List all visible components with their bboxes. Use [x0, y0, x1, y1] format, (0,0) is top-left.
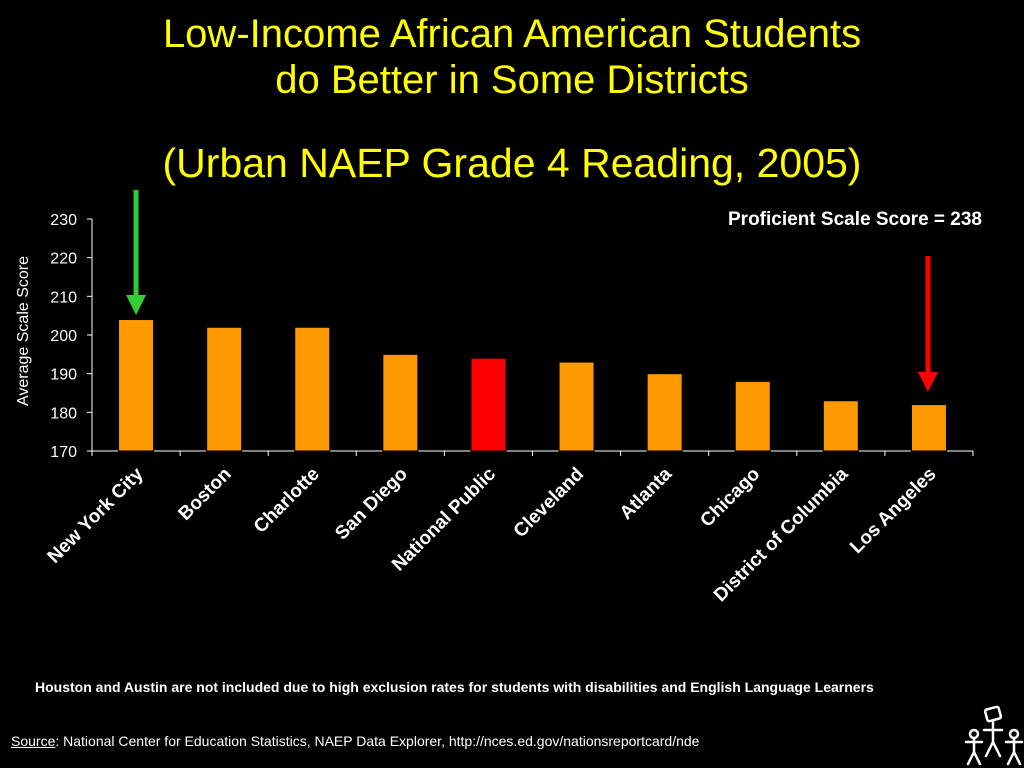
source-line: Source: National Center for Education St… [11, 733, 699, 749]
source-text: : National Center for Education Statisti… [55, 733, 700, 749]
bar-los-angeles [910, 404, 947, 452]
bar-chart: New York City Boston Charlotte San DiegoNat… [15, 190, 982, 606]
exclusion-note: Houston and Austin are not included due … [35, 679, 874, 695]
source-label: Source [11, 733, 56, 749]
x-tick-label: San Diego [331, 464, 412, 545]
bar-atlanta [646, 373, 683, 452]
proficient-score-annotation: Proficient Scale Score = 238 [728, 209, 982, 230]
y-tick-label: 180 [50, 405, 77, 422]
chart-subtitle: (Urban NAEP Grade 4 Reading, 2005) [162, 140, 862, 186]
y-tick-label: 210 [50, 289, 77, 306]
bar-boston [206, 326, 243, 452]
y-tick-label: 230 [50, 212, 77, 229]
x-tick-label: Cleveland [510, 464, 588, 542]
title-line-2: do Better in Some Districts [275, 58, 749, 102]
bar-national-public [470, 357, 507, 452]
y-tick-label: 170 [50, 444, 77, 461]
red-arrow-head [917, 372, 938, 392]
chart-bars [118, 319, 947, 452]
x-tick-label: Atlanta [616, 463, 677, 524]
y-axis-label: Average Scale Score [15, 256, 32, 406]
y-tick-labels: 170 180 190 200 210 220 230 [50, 212, 77, 461]
x-tick-label: New York City [44, 463, 148, 567]
x-tick-label: Boston [175, 464, 236, 525]
chart-title: Low-Income African American Students do … [0, 11, 1024, 103]
chart-arrows [126, 190, 938, 392]
x-tick-label: Los Angeles [846, 464, 940, 558]
bar-charlotte [294, 326, 331, 452]
y-tick-label: 200 [50, 328, 77, 345]
green-arrow-head [126, 295, 147, 315]
bar-district-of-columbia [822, 400, 859, 452]
bar-chicago [734, 380, 771, 452]
x-tick-label: Charlotte [250, 464, 324, 538]
people-figures-icon [964, 705, 1024, 766]
x-tick-label: Chicago [696, 464, 764, 532]
bar-san-diego [382, 353, 419, 452]
bar-cleveland [558, 361, 595, 452]
y-tick-label: 190 [50, 367, 77, 384]
title-line-1: Low-Income African American Students [162, 12, 862, 56]
x-tick-labels: New York City Boston Charlotte San DiegoNat… [44, 463, 941, 606]
y-tick-label: 220 [50, 251, 77, 268]
bar-new-york-city [118, 319, 155, 452]
